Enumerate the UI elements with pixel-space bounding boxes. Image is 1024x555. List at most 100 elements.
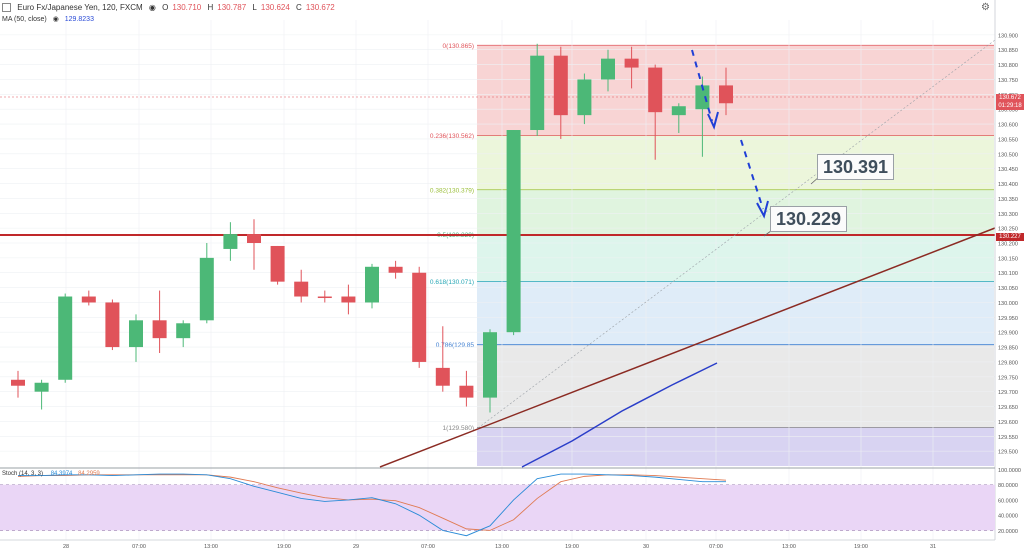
price-tick-label: 129.850 bbox=[998, 346, 1018, 352]
stoch-tick-label: 80.0000 bbox=[998, 483, 1018, 489]
candle-body bbox=[412, 272, 427, 362]
time-tick-label: 19:00 bbox=[277, 544, 291, 550]
time-tick-label: 07:00 bbox=[421, 544, 435, 550]
candle-body bbox=[270, 245, 285, 282]
settings-gear-icon[interactable]: ⚙ bbox=[981, 2, 990, 13]
arrowhead-2 bbox=[756, 200, 769, 219]
price-tick-label: 130.200 bbox=[998, 242, 1018, 248]
eye-icon[interactable]: ◉ bbox=[148, 3, 156, 12]
target-callout-lower: 130.229 bbox=[770, 206, 848, 232]
time-tick-label: 13:00 bbox=[782, 544, 796, 550]
candle-body bbox=[388, 266, 403, 273]
price-tick-label: 130.050 bbox=[998, 286, 1018, 292]
arrowhead-1 bbox=[707, 111, 719, 130]
drawings bbox=[0, 39, 996, 468]
fib-level-label: 0.236(130.562) bbox=[430, 133, 474, 140]
fibonacci-retracement: 0(130.865) 0.236(130.562) 0.382(130.379) 0.… bbox=[430, 43, 994, 466]
candle-body bbox=[199, 257, 214, 321]
stoch-tick-label: 100.0000 bbox=[998, 468, 1021, 474]
candle-body bbox=[483, 332, 497, 398]
fib-level-label: 0.618(130.071) bbox=[430, 279, 474, 286]
fib-level-label: 0.786(129.85 bbox=[436, 342, 475, 349]
low-value: 130.624 bbox=[260, 3, 290, 12]
symbol-title[interactable]: Euro Fx/Japanese Yen, 120, FXCM bbox=[17, 3, 143, 12]
stoch-k-line bbox=[18, 473, 726, 537]
close-label: C bbox=[296, 3, 302, 12]
time-tick-label: 13:00 bbox=[204, 544, 218, 550]
price-tick-label: 130.350 bbox=[998, 197, 1018, 203]
stoch-d-value: 84.2959 bbox=[78, 471, 100, 477]
candle-body bbox=[553, 55, 568, 116]
price-tick-label: 130.000 bbox=[998, 301, 1018, 307]
candle-body bbox=[648, 67, 663, 113]
time-axis: 28 07:00 13:00 19:00 29 07:00 13:00 19:00 30 07:0… bbox=[0, 539, 995, 550]
chart-header: Euro Fx/Japanese Yen, 120, FXCM ◉ O 130.7… bbox=[0, 0, 1024, 34]
candle-body bbox=[601, 58, 615, 80]
candle-body bbox=[341, 296, 356, 303]
stoch-header[interactable]: Stoch (14, 3, 3) 84.3974 84.2959 bbox=[2, 471, 100, 477]
candle-body bbox=[624, 58, 639, 68]
fib-level-label: 0.382(130.379) bbox=[430, 187, 474, 194]
price-tick-label: 130.450 bbox=[998, 167, 1018, 173]
candle-body bbox=[530, 55, 545, 131]
support-level-tag: 130.227 bbox=[996, 233, 1024, 241]
candle-body bbox=[695, 85, 710, 110]
candle-body bbox=[34, 382, 49, 392]
collapse-icon[interactable] bbox=[2, 3, 11, 13]
price-tick-label: 130.800 bbox=[998, 63, 1018, 69]
candle-body bbox=[81, 296, 96, 303]
last-price-tag: 130.672 bbox=[996, 94, 1024, 102]
candle-body bbox=[435, 367, 450, 386]
candle-body bbox=[317, 296, 332, 299]
fib-level-label: 1(129.580) bbox=[443, 425, 474, 432]
price-tick-label: 130.100 bbox=[998, 271, 1018, 277]
target-callout-upper: 130.391 bbox=[817, 154, 895, 180]
open-value: 130.710 bbox=[172, 3, 202, 12]
fib-zone bbox=[477, 189, 994, 235]
eye-icon[interactable]: ◉ bbox=[52, 16, 59, 23]
stochastic-panel: 100.0000 80.0000 60.0000 40.0000 20.0000 bbox=[0, 467, 1021, 537]
price-tick-label: 130.550 bbox=[998, 137, 1018, 143]
high-value: 130.787 bbox=[217, 3, 247, 12]
open-label: O bbox=[162, 3, 169, 12]
ma-label[interactable]: MA (50, close) bbox=[2, 16, 47, 23]
candle-body bbox=[58, 296, 73, 380]
price-axis: 130.900130.850130.800130.750130.700130.6… bbox=[994, 0, 1024, 550]
trend-line bbox=[379, 227, 996, 468]
low-label: L bbox=[252, 3, 257, 12]
candle-body bbox=[365, 266, 379, 303]
stoch-k-value: 84.3974 bbox=[50, 471, 73, 477]
fib-zone bbox=[477, 344, 994, 428]
candle-body bbox=[719, 85, 733, 104]
stoch-band bbox=[0, 484, 995, 531]
high-label: H bbox=[207, 3, 214, 12]
time-tick-label: 31 bbox=[930, 544, 936, 550]
fib-zone-extension bbox=[477, 427, 994, 466]
time-tick-label: 19:00 bbox=[565, 544, 579, 550]
candle-body bbox=[129, 320, 143, 348]
stoch-tick-label: 20.0000 bbox=[998, 529, 1018, 535]
time-tick-label: 30 bbox=[643, 544, 649, 550]
time-tick-label: 29 bbox=[353, 544, 359, 550]
price-tick-label: 130.150 bbox=[998, 256, 1018, 262]
price-tick-label: 129.550 bbox=[998, 435, 1018, 441]
candle-body bbox=[671, 106, 686, 116]
price-tick-label: 130.850 bbox=[998, 48, 1018, 54]
time-tick-label: 19:00 bbox=[854, 544, 868, 550]
price-tick-label: 129.650 bbox=[998, 405, 1018, 411]
overlays bbox=[691, 49, 821, 237]
candle-body bbox=[294, 281, 309, 297]
price-tick-label: 129.750 bbox=[998, 375, 1018, 381]
time-tick-label: 07:00 bbox=[132, 544, 146, 550]
fib-level-label: 0(130.865) bbox=[443, 43, 474, 50]
time-tick-label: 28 bbox=[63, 544, 69, 550]
price-tick-label: 129.600 bbox=[998, 420, 1018, 426]
ma-value: 129.8233 bbox=[64, 16, 94, 23]
time-tick-label: 07:00 bbox=[709, 544, 723, 550]
candle-body bbox=[11, 379, 25, 386]
price-tick-label: 129.500 bbox=[998, 450, 1018, 456]
price-tick-label: 129.800 bbox=[998, 360, 1018, 366]
candle-body bbox=[152, 320, 167, 339]
